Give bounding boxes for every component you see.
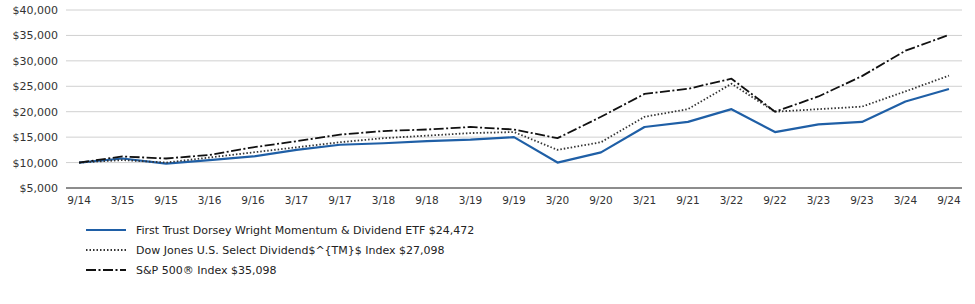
y-tick-label: $30,000	[13, 55, 59, 68]
x-tick-label: 9/16	[241, 194, 265, 206]
x-axis-line	[66, 188, 962, 189]
y-tick-label: $40,000	[13, 4, 59, 17]
legend-swatch	[86, 249, 126, 251]
chart: $5,000 $10,000 $15,000 $20,000 $25,000 $30,00…	[0, 0, 975, 304]
y-tick-label: $10,000	[13, 157, 59, 170]
x-tick-label: 3/19	[459, 194, 483, 206]
x-tick-label: 9/14	[67, 194, 91, 206]
legend-swatch	[86, 229, 126, 231]
grid-line	[66, 111, 962, 112]
x-tick-label: 3/15	[111, 194, 135, 206]
y-tick-label: $35,000	[13, 29, 59, 42]
y-tick-label: $25,000	[13, 80, 59, 93]
x-tick-label: 9/21	[676, 194, 700, 206]
grid-line	[66, 35, 962, 36]
series-line	[79, 35, 949, 163]
grid-line	[66, 60, 962, 61]
grid	[66, 10, 962, 188]
x-tick-label: 3/16	[198, 194, 222, 206]
x-tick-label: 3/20	[546, 194, 570, 206]
x-tick-label: 9/17	[328, 194, 352, 206]
series-line	[79, 89, 949, 164]
x-tick-label: 9/15	[154, 194, 178, 206]
x-tick-label: 3/24	[894, 194, 918, 206]
legend-label: Dow Jones U.S. Select Dividend$^{TM}$ In…	[136, 244, 445, 257]
series-line	[79, 76, 949, 163]
x-tick-label: 9/20	[589, 194, 613, 206]
lines	[79, 35, 949, 164]
x-tick-label: 9/23	[850, 194, 874, 206]
x-tick-label: 3/17	[285, 194, 309, 206]
x-tick-label: 9/22	[763, 194, 787, 206]
grid-line	[66, 10, 962, 11]
grid-line	[66, 86, 962, 87]
x-tick-label: 3/23	[807, 194, 831, 206]
x-tick-label: 9/19	[502, 194, 526, 206]
legend-label: First Trust Dorsey Wright Momentum & Div…	[136, 224, 474, 237]
x-tick-label: 9/24	[937, 194, 961, 206]
x-tick-label: 3/21	[633, 194, 657, 206]
grid-line	[66, 188, 962, 189]
x-tick-label: 9/18	[415, 194, 439, 206]
y-tick-label: $5,000	[20, 182, 59, 195]
legend-swatch	[86, 269, 126, 271]
x-tick-label: 3/22	[720, 194, 744, 206]
x-tick-label: 3/18	[372, 194, 396, 206]
legend: First Trust Dorsey Wright Momentum & Div…	[86, 224, 474, 277]
y-tick-label: $20,000	[13, 106, 59, 119]
y-tick-label: $15,000	[13, 131, 59, 144]
legend-label: S&P 500® Index $35,098	[136, 264, 276, 277]
grid-line	[66, 162, 962, 163]
